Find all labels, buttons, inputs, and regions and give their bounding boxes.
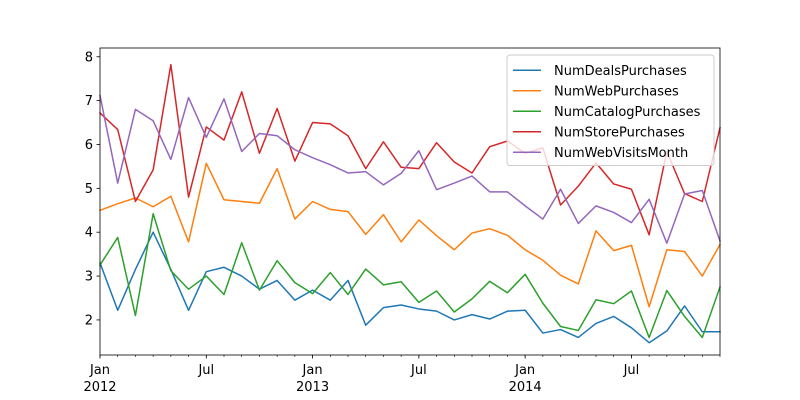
x-tick-year-4: 2014 <box>509 380 542 395</box>
axes-layer: 2 3 4 5 6 7 8 Jan 2012 Jul Jan 2013 Jul Jan 2014 Jul <box>83 47 721 395</box>
legend-label-0: NumDealsPurchases <box>554 64 687 79</box>
series-layer <box>98 63 722 344</box>
legend-label-2: NumCatalogPurchases <box>554 105 701 120</box>
x-tick-label-3: Jul <box>410 363 427 378</box>
series-line-1 <box>99 162 722 308</box>
x-tick-label-5: Jul <box>623 363 640 378</box>
axes-frame <box>99 47 721 356</box>
y-tick-label-5: 7 <box>85 94 93 109</box>
x-tick-year-2: 2013 <box>296 380 329 395</box>
x-tick-label-2: Jan <box>302 363 323 378</box>
series-line-3 <box>98 63 721 236</box>
legend-label-4: NumWebVisitsMonth <box>554 146 688 161</box>
legend-label-3: NumStorePurchases <box>554 125 685 140</box>
series-line-2 <box>98 213 721 339</box>
x-tick-label-1: Jul <box>197 363 214 378</box>
y-tick-label-0: 2 <box>85 313 93 328</box>
series-line-4 <box>99 94 721 244</box>
y-tick-label-3: 5 <box>85 182 93 197</box>
legend-box <box>506 54 715 166</box>
x-tick-label-4: Jan <box>514 363 535 378</box>
y-tick-label-4: 6 <box>85 138 93 153</box>
x-tick-label-0: Jan <box>89 363 110 378</box>
legend: NumDealsPurchases NumWebPurchases NumCatal… <box>506 54 715 166</box>
legend-label-1: NumWebPurchases <box>554 84 679 99</box>
y-tick-label-6: 8 <box>85 50 93 65</box>
y-tick-label-2: 4 <box>85 226 93 241</box>
x-tick-year-0: 2012 <box>83 380 116 395</box>
y-tick-label-1: 3 <box>85 270 93 285</box>
